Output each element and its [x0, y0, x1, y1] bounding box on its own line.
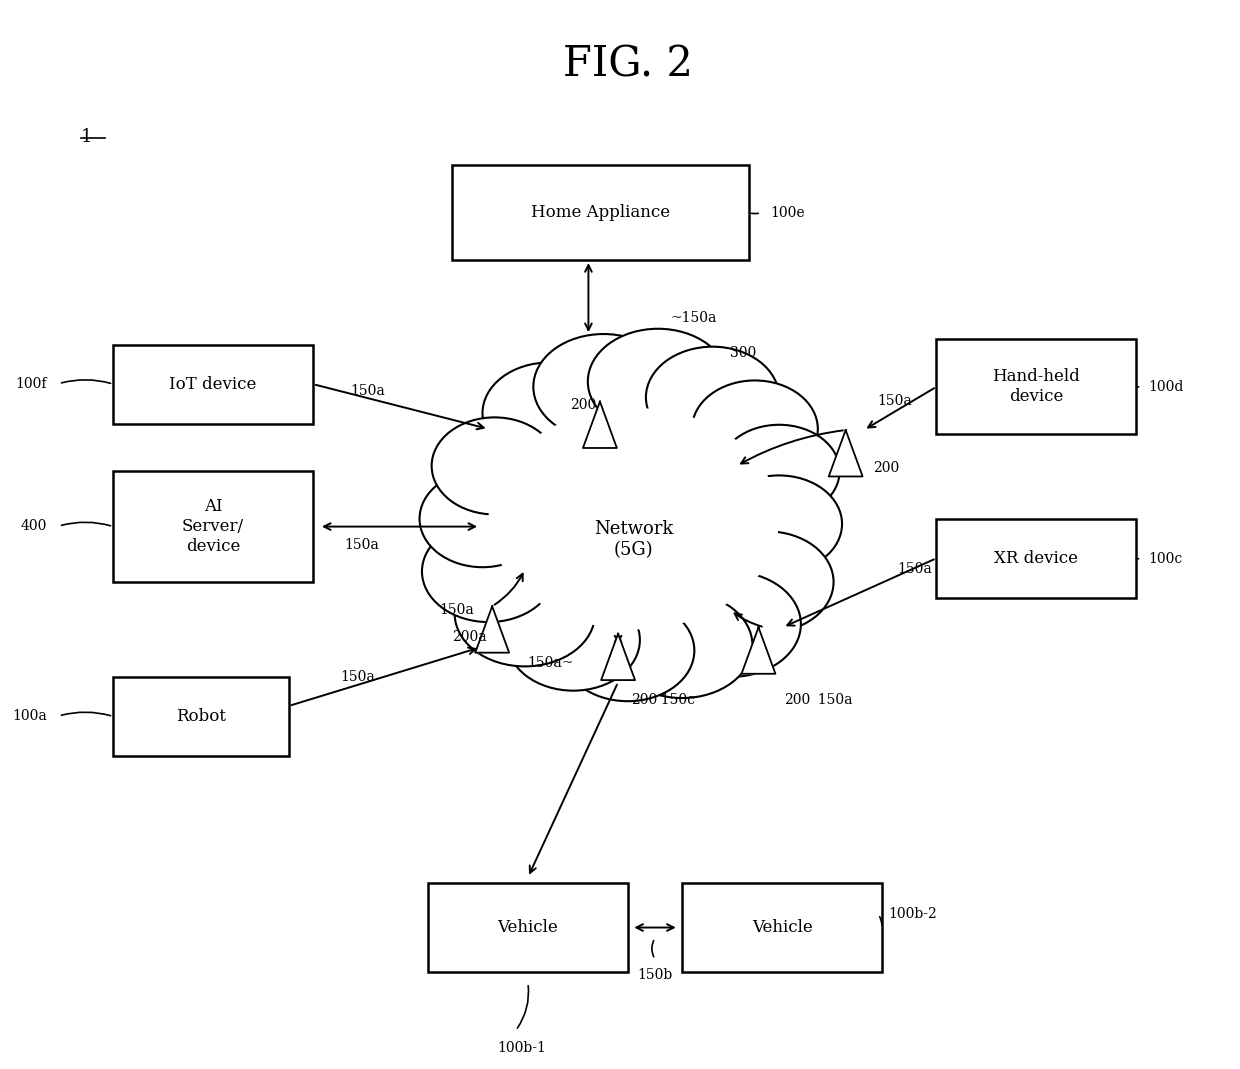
Text: Vehicle: Vehicle: [497, 919, 558, 936]
Text: Network
(5G): Network (5G): [594, 521, 673, 559]
Text: XR device: XR device: [994, 549, 1079, 567]
Text: 150a: 150a: [810, 693, 853, 708]
Bar: [113, 677, 289, 756]
Text: 150a: 150a: [439, 604, 474, 618]
Bar: [682, 883, 882, 973]
Text: 150b: 150b: [637, 969, 672, 982]
Ellipse shape: [533, 334, 673, 439]
Polygon shape: [601, 634, 635, 680]
Text: 150a~: 150a~: [527, 656, 573, 670]
Text: 200: 200: [873, 461, 900, 475]
Text: 150a: 150a: [898, 562, 932, 576]
Text: IoT device: IoT device: [170, 375, 257, 392]
Polygon shape: [475, 606, 510, 653]
Text: 100d: 100d: [1148, 379, 1184, 393]
Text: 200: 200: [570, 398, 596, 412]
Text: Robot: Robot: [176, 708, 226, 725]
Ellipse shape: [419, 470, 546, 568]
Ellipse shape: [613, 592, 753, 698]
Ellipse shape: [422, 521, 556, 622]
Polygon shape: [828, 430, 863, 477]
Text: 200: 200: [784, 693, 811, 708]
Ellipse shape: [562, 600, 694, 701]
Text: 1: 1: [81, 128, 92, 146]
Text: 150c: 150c: [652, 693, 694, 708]
Ellipse shape: [646, 346, 779, 448]
Text: 150a: 150a: [343, 538, 378, 552]
Text: 150a: 150a: [878, 393, 913, 407]
Ellipse shape: [432, 417, 558, 514]
Bar: [453, 166, 749, 260]
Ellipse shape: [701, 531, 833, 633]
Text: 200a: 200a: [453, 630, 487, 644]
Text: 150a: 150a: [341, 670, 376, 684]
Ellipse shape: [489, 408, 779, 630]
Text: AI
Server/
device: AI Server/ device: [182, 498, 244, 555]
Text: 100b-1: 100b-1: [497, 1041, 547, 1055]
Text: Vehicle: Vehicle: [751, 919, 812, 936]
Bar: [428, 883, 627, 973]
Bar: [936, 518, 1136, 598]
Text: FIG. 2: FIG. 2: [563, 44, 693, 86]
Bar: [936, 339, 1136, 434]
Text: 100b-2: 100b-2: [888, 908, 936, 921]
Text: 150a: 150a: [350, 384, 384, 398]
Ellipse shape: [692, 381, 818, 478]
Ellipse shape: [661, 572, 801, 677]
Ellipse shape: [482, 362, 615, 464]
Ellipse shape: [455, 561, 595, 666]
Text: 100c: 100c: [1148, 552, 1183, 566]
Ellipse shape: [507, 589, 640, 691]
Text: ~150a: ~150a: [670, 311, 717, 325]
Bar: [113, 471, 312, 582]
Ellipse shape: [717, 476, 842, 573]
Text: Home Appliance: Home Appliance: [531, 204, 670, 221]
Text: 100a: 100a: [12, 709, 47, 723]
Bar: [113, 344, 312, 423]
Polygon shape: [742, 628, 775, 673]
Text: 100f: 100f: [15, 376, 47, 390]
Ellipse shape: [588, 329, 728, 434]
Ellipse shape: [489, 408, 779, 630]
Text: Hand-held
device: Hand-held device: [992, 369, 1080, 405]
Text: 100e: 100e: [770, 205, 805, 220]
Text: 300: 300: [729, 346, 756, 360]
Ellipse shape: [718, 424, 839, 517]
Text: 400: 400: [20, 520, 47, 533]
Polygon shape: [583, 402, 616, 448]
Text: 200: 200: [631, 693, 657, 708]
